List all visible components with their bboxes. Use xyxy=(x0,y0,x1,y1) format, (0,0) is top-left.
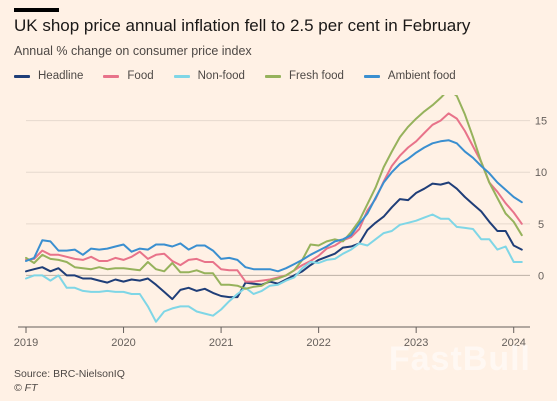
x-axis: 2019 2020 2021 2022 2023 2024 xyxy=(14,326,530,349)
chart-title: UK shop price annual inflation fell to 2… xyxy=(14,16,471,35)
legend-label-food: Food xyxy=(127,70,154,82)
series-line-non-food xyxy=(25,213,523,323)
legend-label-fresh-food: Fresh food xyxy=(288,70,344,82)
watermark-logo: FastBull xyxy=(388,340,531,378)
legend-item-food: Food xyxy=(103,70,154,82)
x-tick-label: 2023 xyxy=(404,337,428,349)
chart-credit: © FT xyxy=(14,382,38,394)
legend-label-non-food: Non-food xyxy=(197,70,245,82)
chart-subtitle: Annual % change on consumer price index xyxy=(14,44,252,58)
legend-item-fresh-food: Fresh food xyxy=(264,70,344,82)
x-tick-label: 2021 xyxy=(209,337,233,349)
legend-label-headline: Headline xyxy=(38,70,84,82)
chart-grid xyxy=(26,120,530,276)
chart-source: Source: BRC-NielsonIQ xyxy=(14,368,125,380)
y-tick-label: 0 xyxy=(538,270,544,282)
legend-item-headline: Headline xyxy=(14,70,83,82)
y-axis: 0 5 10 15 xyxy=(535,116,547,283)
x-tick-label: 2020 xyxy=(111,337,135,349)
y-tick-label: 15 xyxy=(535,116,547,128)
x-tick-label: 2019 xyxy=(14,337,38,349)
legend-swatch-headline xyxy=(14,74,30,78)
legend-swatch-non-food xyxy=(173,74,190,78)
legend-swatch-fresh-food xyxy=(264,74,281,78)
chart-series xyxy=(25,95,523,323)
legend-item-ambient-food: Ambient food xyxy=(363,70,456,82)
series-line-headline xyxy=(25,181,523,301)
series-line-fresh-food xyxy=(25,95,523,290)
series-line-ambient-food xyxy=(25,139,523,273)
chart-legend: Headline Food Non-food Fresh food Ambien… xyxy=(14,70,476,82)
line-chart: 2019 2020 2021 2022 2023 2024 0 5 10 15 xyxy=(14,95,547,349)
y-tick-label: 5 xyxy=(538,219,544,231)
series-line-food xyxy=(25,112,523,283)
legend-swatch-ambient-food xyxy=(363,74,380,78)
brand-bar xyxy=(14,8,59,12)
y-tick-label: 10 xyxy=(535,167,547,179)
x-tick-label: 2024 xyxy=(501,337,525,349)
legend-swatch-food xyxy=(103,74,120,78)
x-tick-label: 2022 xyxy=(306,337,330,349)
legend-item-non-food: Non-food xyxy=(173,70,245,82)
legend-label-ambient-food: Ambient food xyxy=(387,70,456,82)
